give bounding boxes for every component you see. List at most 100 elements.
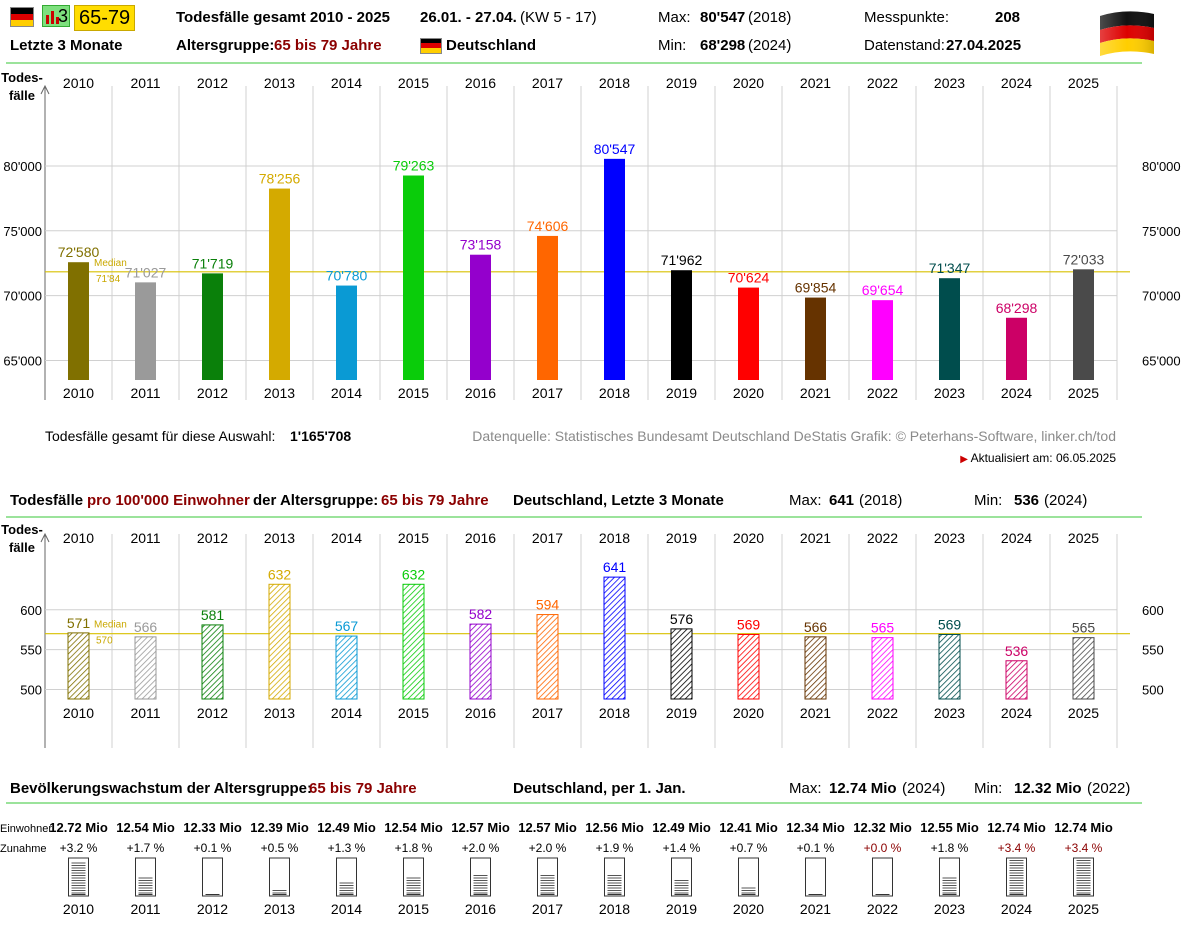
section2-max-value: 641 [829,492,855,509]
x-tick-label: 2011 [130,901,160,917]
data-label-2013: 78'256 [259,171,301,187]
min-year: (2024) [748,37,792,54]
growth-2022: +0.0 % [864,841,902,855]
x-tick-label: 2025 [1068,901,1099,917]
x-tick-label-top: 2022 [867,530,898,546]
x-tick-label-top: 2018 [599,530,630,546]
x-tick-label: 2022 [867,705,898,721]
population-2011: 12.54 Mio [116,820,175,835]
growth-gauge-2015 [403,857,424,897]
section3-min-value: 12.32 Mio [1014,780,1082,797]
bar-2020 [738,287,759,380]
x-tick-label: 2022 [867,901,898,917]
messpunkte-label: Messpunkte: [864,9,950,26]
x-tick-label: 2020 [733,385,764,401]
y-tick-label: 550 [20,643,42,658]
growth-2012: +0.1 % [194,841,232,855]
section2-min-value: 536 [1014,492,1040,509]
x-tick-label: 2010 [63,901,94,917]
y-tick-label: 80'000 [3,159,42,174]
data-label-2015: 632 [402,566,426,582]
bar-2025 [1072,637,1095,700]
data-label-2025: 565 [1072,620,1096,636]
data-label-2017: 74'606 [527,218,569,234]
section3-min-year: (2022) [1087,780,1131,797]
min-label: Min: [658,37,687,54]
x-tick-label-top: 2014 [331,530,362,546]
big-flag-icon[interactable] [1096,6,1158,58]
x-tick-label: 2023 [934,385,965,401]
data-label-2014: 567 [335,618,359,634]
data-label-2014: 70'780 [326,268,368,284]
data-label-2010: 571 [67,615,91,631]
x-tick-label: 2020 [733,901,764,917]
x-tick-label: 2021 [800,901,831,917]
page-title: Todesfälle gesamt 2010 - 2025 [176,9,390,26]
x-tick-label: 2024 [1001,705,1032,721]
bar-2021 [805,297,826,380]
x-tick-label: 2016 [465,705,496,721]
section2-max-label: Max: [789,492,822,509]
bar-2024 [1005,660,1028,700]
population-2019: 12.49 Mio [652,820,711,835]
x-tick-label: 2012 [197,705,228,721]
median-label: Median [94,258,127,269]
data-label-2018: 80'547 [594,141,636,157]
y-axis-label: fälle [9,540,35,555]
data-label-2019: 576 [670,611,694,627]
y-axis-label: Todes- [1,70,43,85]
growth-gauge-2013 [269,857,290,897]
datenstand-label: Datenstand: [864,37,945,54]
x-tick-label: 2013 [264,901,295,917]
section3-max-year: (2024) [902,780,946,797]
bar-2013 [269,188,290,380]
section2-age-value: 65 bis 79 Jahre [381,492,489,509]
y-axis-label: fälle [9,88,35,103]
bar-chart-icon [46,11,59,24]
growth-gauge-2020 [738,857,759,897]
source-text[interactable]: Datenquelle: Statistisches Bundesamt Deu… [472,428,1116,444]
x-tick-label-top: 2011 [130,75,160,91]
data-label-2011: 71'027 [125,264,167,280]
data-label-2020: 70'624 [728,270,770,286]
bar-2010 [67,632,90,700]
growth-2015: +1.8 % [395,841,433,855]
growth-gauge-2011 [135,857,156,897]
median-value-label: 570 [96,636,113,647]
section2-title-c: der Altersgruppe: [253,492,379,509]
growth-gauge-2018 [604,857,625,897]
growth-2020: +0.7 % [730,841,768,855]
bar-2011 [135,282,156,380]
bar-2020 [737,633,760,700]
flag-icon [10,7,34,27]
y-tick-label-right: 75'000 [1142,224,1181,239]
data-label-2012: 71'719 [192,255,234,271]
x-tick-label: 2014 [331,705,362,721]
x-tick-label: 2011 [130,385,160,401]
x-tick-label-top: 2023 [934,75,965,91]
population-2014: 12.49 Mio [317,820,376,835]
population-2010: 12.72 Mio [49,820,108,835]
section3-scope: Deutschland, per 1. Jan. [513,780,686,797]
row-label-growth: Zunahme [0,843,46,855]
population-2020: 12.41 Mio [719,820,778,835]
bar-2023 [939,278,960,380]
data-label-2021: 69'854 [795,280,837,296]
bar-2023 [938,633,961,700]
growth-2021: +0.1 % [797,841,835,855]
agegroup-badge[interactable]: 65-79 [74,5,136,31]
data-label-2024: 68'298 [996,300,1038,316]
min-value: 68'298 [700,37,746,54]
x-tick-label: 2014 [331,901,362,917]
x-tick-label-top: 2016 [465,75,496,91]
x-tick-label: 2023 [934,901,965,917]
max-year: (2018) [748,9,792,26]
x-tick-label: 2014 [331,385,362,401]
bar-2016 [470,254,491,380]
data-label-2017: 594 [536,597,560,613]
section2-max-year: (2018) [859,492,903,509]
x-tick-label: 2025 [1068,705,1099,721]
x-tick-label-top: 2015 [398,530,429,546]
chart-type-badge[interactable]: 3 [42,5,70,27]
x-tick-label: 2013 [264,385,295,401]
